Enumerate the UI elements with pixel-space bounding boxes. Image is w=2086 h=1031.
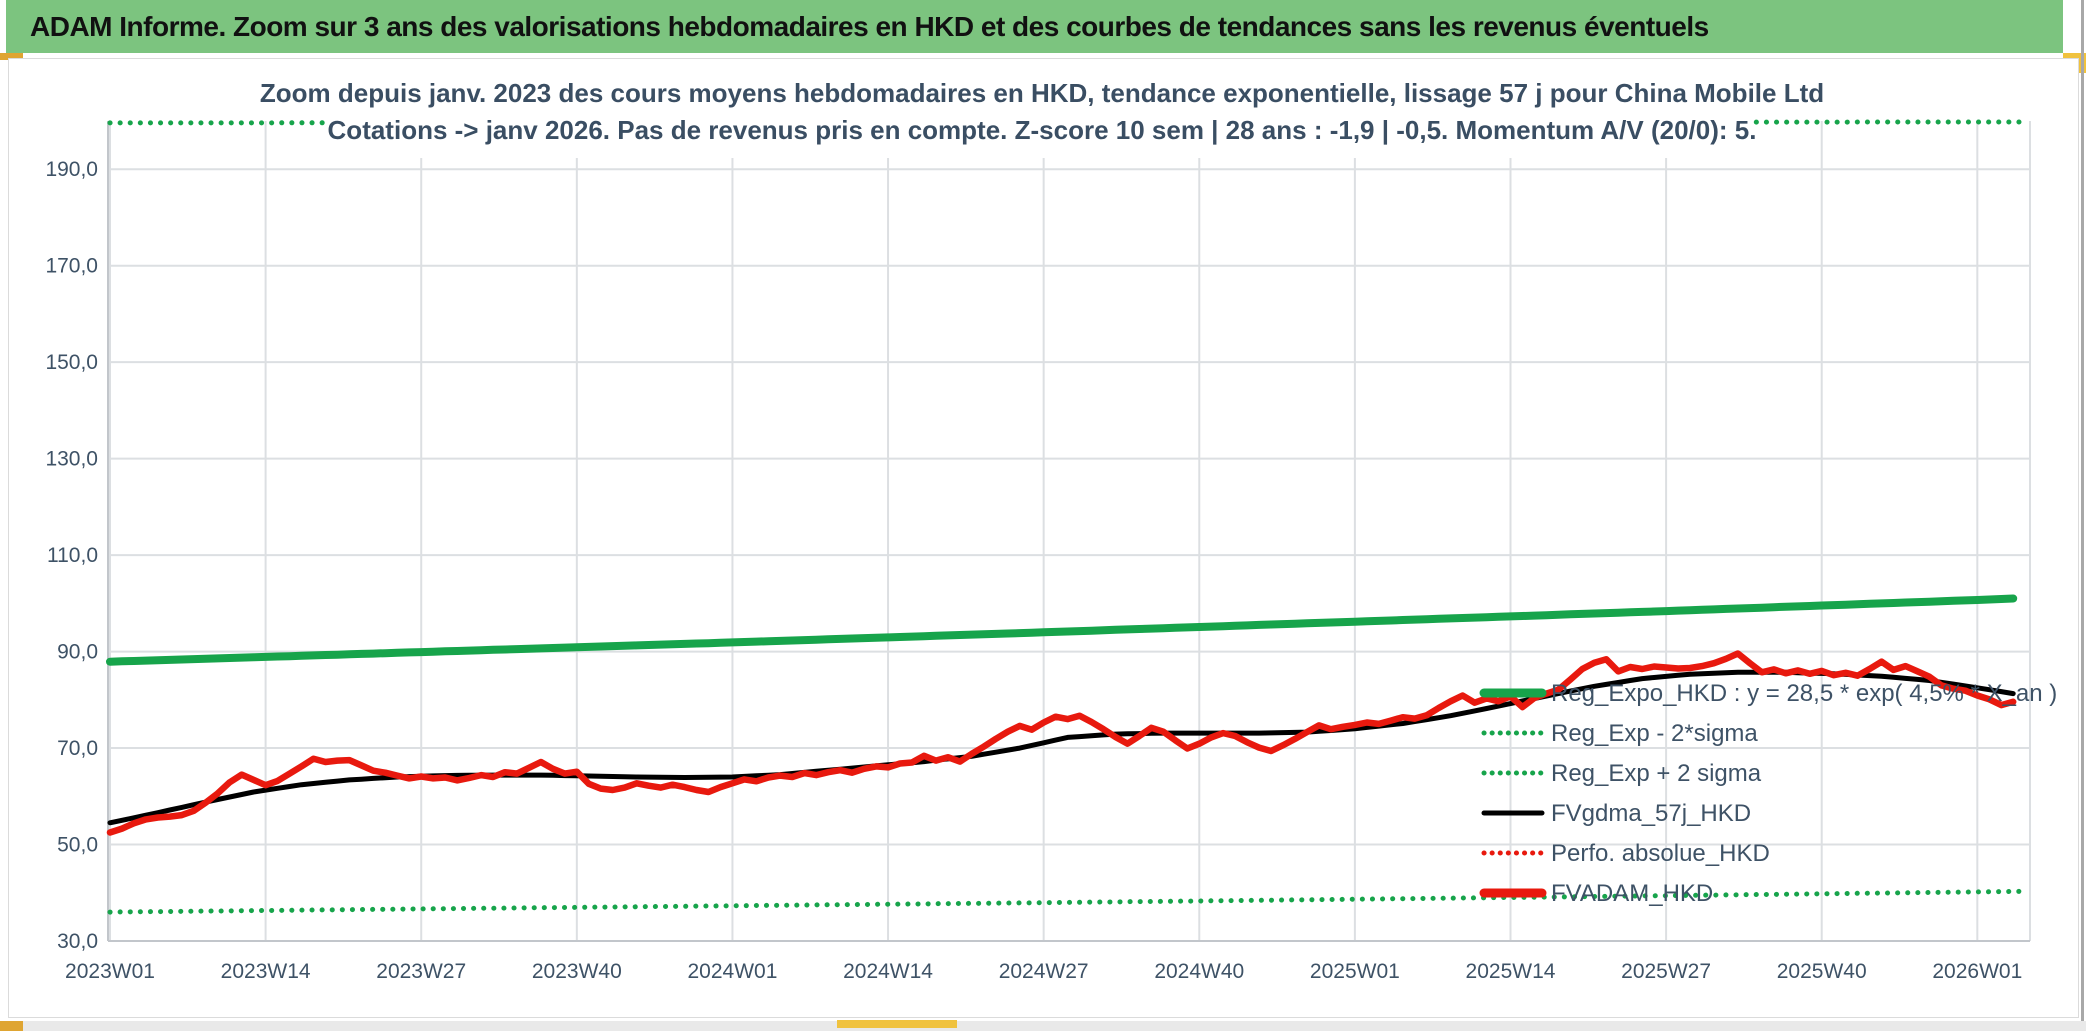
sheet-accent-top-left <box>0 53 23 60</box>
sheet-bottom-bar[interactable] <box>0 1021 2086 1031</box>
window-right-edge <box>2081 0 2084 1031</box>
y-axis-tick-label: 150,0 <box>45 351 98 374</box>
y-axis-tick-label: 110,0 <box>47 544 98 567</box>
x-axis-tick-label: 2024W40 <box>1154 960 1244 983</box>
chart-title: Zoom depuis janv. 2023 des cours moyens … <box>260 78 1824 108</box>
y-axis-tick-label: 90,0 <box>57 641 98 664</box>
y-axis-tick-label: 50,0 <box>57 834 98 857</box>
y-axis-tick-label: 170,0 <box>45 255 98 278</box>
legend-label: Reg_Exp - 2*sigma <box>1551 720 1758 747</box>
series-reg_expo <box>106 594 2018 666</box>
report-banner-title: ADAM Informe. Zoom sur 3 ans des valoris… <box>30 10 1709 42</box>
legend-label: FVgdma_57j_HKD <box>1551 800 1751 827</box>
legend-label: FVADAM_HKD <box>1551 880 1713 907</box>
x-axis-tick-label: 2024W27 <box>999 960 1089 983</box>
series-reg_minus_2sigma <box>107 888 2028 915</box>
y-axis-tick-label: 30,0 <box>57 930 98 953</box>
legend-label: Perfo. absolue_HKD <box>1551 840 1770 867</box>
y-axis-tick-label: 130,0 <box>45 448 98 471</box>
x-axis-tick-label: 2025W14 <box>1466 960 1556 983</box>
series-fvadam <box>106 650 2017 836</box>
x-axis-tick-label: 2026W01 <box>1932 960 2022 983</box>
x-axis-tick-label: 2024W01 <box>687 960 777 983</box>
x-axis-tick-label: 2025W40 <box>1777 960 1867 983</box>
legend-label: Reg_Exp + 2 sigma <box>1551 760 1762 787</box>
sheet-accent-top-right <box>2063 53 2086 61</box>
x-axis-tick-label: 2024W14 <box>843 960 933 983</box>
x-axis-tick-label: 2025W27 <box>1621 960 1711 983</box>
x-axis-tick-label: 2025W01 <box>1310 960 1400 983</box>
sheet-accent-bottom-yellow <box>837 1020 957 1028</box>
x-axis-tick-label: 2023W01 <box>65 960 155 983</box>
x-axis-tick-label: 2023W27 <box>376 960 466 983</box>
y-axis-tick-label: 70,0 <box>57 737 98 760</box>
legend-label: Reg_Expo_HKD : y = 28,5 * exp( 4,5% * X_… <box>1551 680 2057 707</box>
report-banner: ADAM Informe. Zoom sur 3 ans des valoris… <box>6 0 2063 53</box>
x-axis-tick-label: 2023W14 <box>221 960 311 983</box>
sheet-accent-bottom-left <box>0 1021 23 1031</box>
chart-title-background <box>328 60 1752 158</box>
chart-subtitle: Cotations -> janv 2026. Pas de revenus p… <box>328 115 1757 145</box>
x-axis-tick-label: 2023W40 <box>532 960 622 983</box>
y-axis-tick-label: 190,0 <box>45 158 98 181</box>
